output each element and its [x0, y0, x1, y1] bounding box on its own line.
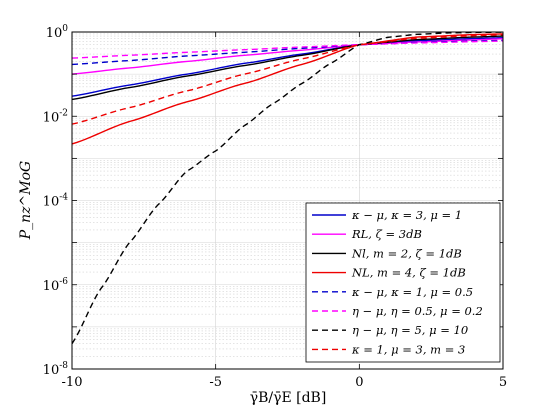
x-tick-label: 0 [355, 375, 363, 390]
series-layer [71, 31, 504, 345]
y-tick-label: 10-8 [43, 361, 69, 378]
series-line-2 [71, 38, 504, 75]
series-line-7 [71, 31, 504, 345]
legend-label-3: Nl, m = 2, ζ = 1dB [351, 246, 462, 260]
x-tick-label: -5 [209, 375, 222, 390]
y-axis-label: P_nz^MoG [18, 161, 34, 241]
x-tick-label: -10 [62, 375, 83, 390]
series-line-8 [71, 34, 504, 125]
x-axis-label: γ̄B/γ̄E [dB] [250, 390, 327, 406]
legend-label-8: κ = 1, μ = 3, m = 3 [351, 342, 465, 356]
y-tick-label: 10-4 [43, 193, 69, 210]
y-tick-label: 10-2 [43, 108, 68, 125]
x-tick-labels: -10 -5 0 5 [62, 375, 508, 390]
legend-label-6: η − μ, η = 0.5, μ = 0.2 [352, 304, 483, 318]
legend-box [305, 202, 501, 363]
legend-label-5: κ − μ, κ = 1, μ = 0.5 [351, 285, 473, 299]
legend: κ − μ, κ = 3, μ = 1 RL, ζ = 3dB Nl, m = 2,… [305, 202, 501, 363]
y-tick-labels: 10-8 10-6 10-4 10-2 100 [43, 24, 69, 378]
y-tick-label: 100 [46, 24, 69, 41]
series-line-6 [71, 40, 504, 59]
x-tick-label: 5 [499, 375, 507, 390]
series-line-4 [71, 33, 504, 145]
series-line-3 [71, 35, 504, 101]
grid [72, 32, 503, 369]
y-tick-label: 10-6 [43, 277, 69, 294]
legend-label-4: NL, m = 4, ζ = 1dB [351, 266, 466, 280]
legend-label-2: RL, ζ = 3dB [351, 227, 422, 241]
legend-label-1: κ − μ, κ = 3, μ = 1 [351, 208, 462, 222]
series-line-1 [71, 37, 504, 97]
legend-label-7: η − μ, η = 5, μ = 10 [352, 323, 468, 337]
